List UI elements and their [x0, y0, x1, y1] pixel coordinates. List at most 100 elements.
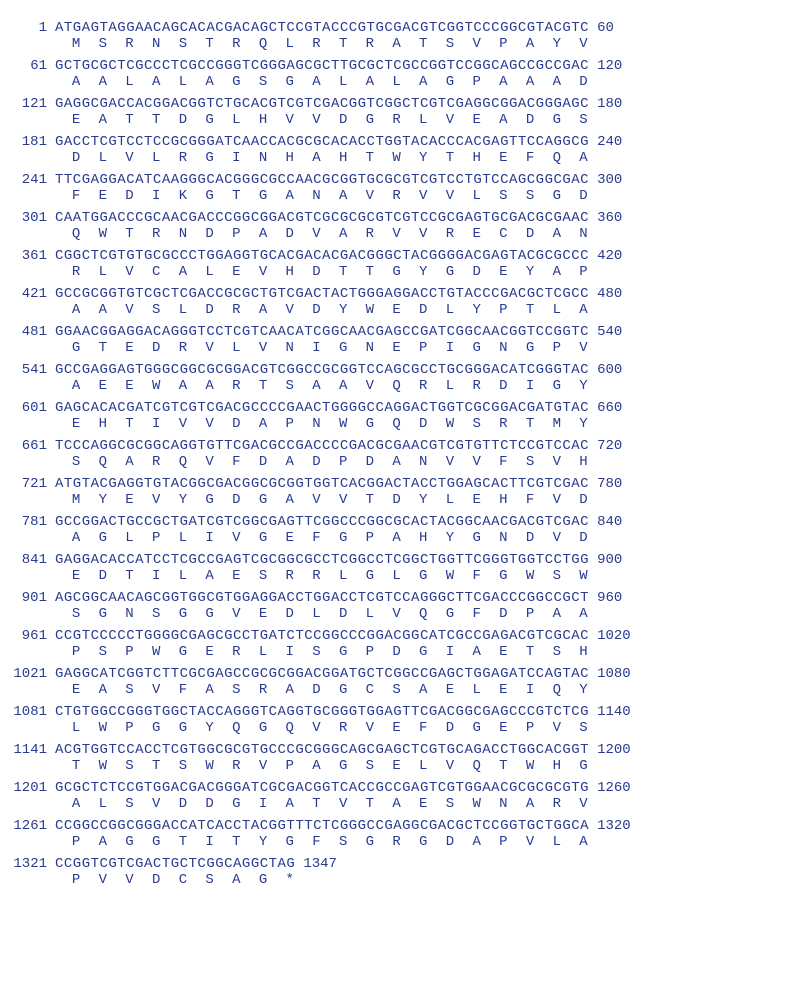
- position-start: 1261: [10, 818, 55, 834]
- amino-acid-row: T W S T S W R V P A G S E L V Q T W H G: [10, 758, 799, 774]
- nucleotide-row: 121GAGGCGACCACGGACGGTCTGCACGTCGTCGACGGTC…: [10, 96, 799, 112]
- nucleotide-row: 661TCCCAGGCGCGGCAGGTGTTCGACGCCGACCCCGACG…: [10, 438, 799, 454]
- position-end: 1020: [589, 628, 631, 644]
- position-end: 1347: [295, 856, 337, 872]
- position-start: 301: [10, 210, 55, 226]
- nucleotide-sequence: CAATGGACCCGCAACGACCCGGCGGACGTCGCGCGCGTCG…: [55, 210, 589, 226]
- nucleotide-sequence: TTCGAGGACATCAAGGGCACGGGCGCCAACGCGGTGCGCG…: [55, 172, 589, 188]
- nucleotide-row: 601GAGCACACGATCGTCGTCGACGCCCCGAACTGGGGCC…: [10, 400, 799, 416]
- position-end: 660: [589, 400, 622, 416]
- position-end: 720: [589, 438, 622, 454]
- nucleotide-sequence: CTGTGGCCGGGTGGCTACCAGGGTCAGGTGCGGGTGGAGT…: [55, 704, 589, 720]
- amino-acid-sequence: E A S V F A S R A D G C S A E L E I Q Y: [10, 682, 597, 698]
- nucleotide-sequence: GAGCACACGATCGTCGTCGACGCCCCGAACTGGGGCCAGG…: [55, 400, 589, 416]
- amino-acid-sequence: A L S V D D G I A T V T A E S W N A R V: [10, 796, 597, 812]
- amino-acid-row: A A L A L A G S G A L A L A G P A A A D: [10, 74, 799, 90]
- amino-acid-sequence: P S P W G E R L I S G P D G I A E T S H: [10, 644, 597, 660]
- amino-acid-sequence: D L V L R G I N H A H T W Y T H E F Q A: [10, 150, 597, 166]
- amino-acid-sequence: M Y E V Y G D G A V V T D Y L E H F V D: [10, 492, 597, 508]
- position-start: 961: [10, 628, 55, 644]
- position-end: 960: [589, 590, 622, 606]
- amino-acid-row: A A V S L D R A V D Y W E D L Y P T L A: [10, 302, 799, 318]
- position-start: 541: [10, 362, 55, 378]
- nucleotide-sequence: GAGGCATCGGTCTTCGCGAGCCGCGCGGACGGATGCTCGG…: [55, 666, 589, 682]
- nucleotide-sequence: GGAACGGAGGACAGGGTCCTCGTCAACATCGGCAACGAGC…: [55, 324, 589, 340]
- amino-acid-sequence: L W P G G Y Q G Q V R V E F D G E P V S: [10, 720, 597, 736]
- nucleotide-sequence: GCGCTCTCCGTGGACGACGGGATCGCGACGGTCACCGCCG…: [55, 780, 589, 796]
- position-end: 1260: [589, 780, 631, 796]
- amino-acid-sequence: S Q A R Q V F D A D P D A N V V F S V H: [10, 454, 597, 470]
- amino-acid-sequence: G T E D R V L V N I G N E P I G N G P V: [10, 340, 597, 356]
- amino-acid-row: P S P W G E R L I S G P D G I A E T S H: [10, 644, 799, 660]
- amino-acid-row: A G L P L I V G E F G P A H Y G N D V D: [10, 530, 799, 546]
- position-end: 480: [589, 286, 622, 302]
- nucleotide-sequence: CGGCTCGTGTGCGCCCTGGAGGTGCACGACACGACGGGCT…: [55, 248, 589, 264]
- position-end: 840: [589, 514, 622, 530]
- nucleotide-sequence: GAGGACACCATCCTCGCCGAGTCGCGGCGCCTCGGCCTCG…: [55, 552, 589, 568]
- position-end: 780: [589, 476, 622, 492]
- position-end: 1140: [589, 704, 631, 720]
- amino-acid-row: G T E D R V L V N I G N E P I G N G P V: [10, 340, 799, 356]
- nucleotide-row: 1261CCGGCCGGCGGGACCATCACCTACGGTTTCTCGGGC…: [10, 818, 799, 834]
- position-start: 181: [10, 134, 55, 150]
- nucleotide-row: 1021GAGGCATCGGTCTTCGCGAGCCGCGCGGACGGATGC…: [10, 666, 799, 682]
- nucleotide-sequence: GCTGCGCTCGCCCTCGCCGGGTCGGGAGCGCTTGCGCTCG…: [55, 58, 589, 74]
- sequence-alignment: 1ATGAGTAGGAACAGCACACGACAGCTCCGTACCCGTGCG…: [10, 20, 799, 894]
- amino-acid-row: D L V L R G I N H A H T W Y T H E F Q A: [10, 150, 799, 166]
- amino-acid-row: E A S V F A S R A D G C S A E L E I Q Y: [10, 682, 799, 698]
- amino-acid-row: F E D I K G T G A N A V R V V L S S G D: [10, 188, 799, 204]
- position-end: 120: [589, 58, 622, 74]
- amino-acid-sequence: T W S T S W R V P A G S E L V Q T W H G: [10, 758, 597, 774]
- amino-acid-sequence: A A V S L D R A V D Y W E D L Y P T L A: [10, 302, 597, 318]
- position-end: 360: [589, 210, 622, 226]
- nucleotide-sequence: CCGTCCCCCTGGGGCGAGCGCCTGATCTCCGGCCCGGACG…: [55, 628, 589, 644]
- amino-acid-row: M Y E V Y G D G A V V T D Y L E H F V D: [10, 492, 799, 508]
- position-start: 1201: [10, 780, 55, 796]
- position-start: 1021: [10, 666, 55, 682]
- amino-acid-sequence: E D T I L A E S R R L G L G W F G W S W: [10, 568, 597, 584]
- nucleotide-sequence: ATGAGTAGGAACAGCACACGACAGCTCCGTACCCGTGCGA…: [55, 20, 589, 36]
- nucleotide-row: 481GGAACGGAGGACAGGGTCCTCGTCAACATCGGCAACG…: [10, 324, 799, 340]
- position-end: 540: [589, 324, 622, 340]
- amino-acid-sequence: F E D I K G T G A N A V R V V L S S G D: [10, 188, 597, 204]
- amino-acid-row: M S R N S T R Q L R T R A T S V P A Y V: [10, 36, 799, 52]
- amino-acid-sequence: E H T I V V D A P N W G Q D W S R T M Y: [10, 416, 597, 432]
- amino-acid-sequence: S G N S G G V E D L D L V Q G F D P A A: [10, 606, 597, 622]
- nucleotide-sequence: GCCGAGGAGTGGGCGGCGCGGACGTCGGCCGCGGTCCAGC…: [55, 362, 589, 378]
- position-start: 1321: [10, 856, 55, 872]
- amino-acid-row: Q W T R N D P A D V A R V V R E C D A N: [10, 226, 799, 242]
- amino-acid-sequence: M S R N S T R Q L R T R A T S V P A Y V: [10, 36, 597, 52]
- position-end: 1320: [589, 818, 631, 834]
- amino-acid-sequence: A A L A L A G S G A L A L A G P A A A D: [10, 74, 597, 90]
- amino-acid-sequence: P A G G T I T Y G F S G R G D A P V L A: [10, 834, 597, 850]
- amino-acid-row: E H T I V V D A P N W G Q D W S R T M Y: [10, 416, 799, 432]
- nucleotide-sequence: CCGGTCGTCGACTGCTCGGCAGGCTAG: [55, 856, 295, 872]
- position-end: 60: [589, 20, 614, 36]
- nucleotide-row: 541GCCGAGGAGTGGGCGGCGCGGACGTCGGCCGCGGTCC…: [10, 362, 799, 378]
- nucleotide-sequence: GCCGGACTGCCGCTGATCGTCGGCGAGTTCGGCCCGGCGC…: [55, 514, 589, 530]
- amino-acid-row: S Q A R Q V F D A D P D A N V V F S V H: [10, 454, 799, 470]
- nucleotide-sequence: ACGTGGTCCACCTCGTGGCGCGTGCCCGCGGGCAGCGAGC…: [55, 742, 589, 758]
- nucleotide-row: 1ATGAGTAGGAACAGCACACGACAGCTCCGTACCCGTGCG…: [10, 20, 799, 36]
- amino-acid-row: R L V C A L E V H D T T G Y G D E Y A P: [10, 264, 799, 280]
- amino-acid-row: S G N S G G V E D L D L V Q G F D P A A: [10, 606, 799, 622]
- position-start: 1081: [10, 704, 55, 720]
- nucleotide-row: 1201GCGCTCTCCGTGGACGACGGGATCGCGACGGTCACC…: [10, 780, 799, 796]
- position-end: 900: [589, 552, 622, 568]
- position-start: 361: [10, 248, 55, 264]
- nucleotide-sequence: AGCGGCAACAGCGGTGGCGTGGAGGACCTGGACCTCGTCC…: [55, 590, 589, 606]
- amino-acid-row: A E E W A A R T S A A V Q R L R D I G Y: [10, 378, 799, 394]
- position-start: 421: [10, 286, 55, 302]
- nucleotide-row: 1321CCGGTCGTCGACTGCTCGGCAGGCTAG1347: [10, 856, 799, 872]
- position-end: 1200: [589, 742, 631, 758]
- position-end: 180: [589, 96, 622, 112]
- nucleotide-row: 241TTCGAGGACATCAAGGGCACGGGCGCCAACGCGGTGC…: [10, 172, 799, 188]
- nucleotide-row: 901AGCGGCAACAGCGGTGGCGTGGAGGACCTGGACCTCG…: [10, 590, 799, 606]
- position-start: 781: [10, 514, 55, 530]
- nucleotide-row: 181GACCTCGTCCTCCGCGGGATCAACCACGCGCACACCT…: [10, 134, 799, 150]
- amino-acid-sequence: Q W T R N D P A D V A R V V R E C D A N: [10, 226, 597, 242]
- nucleotide-row: 721ATGTACGAGGTGTACGGCGACGGCGCGGTGGTCACGG…: [10, 476, 799, 492]
- position-start: 661: [10, 438, 55, 454]
- position-start: 1141: [10, 742, 55, 758]
- position-start: 481: [10, 324, 55, 340]
